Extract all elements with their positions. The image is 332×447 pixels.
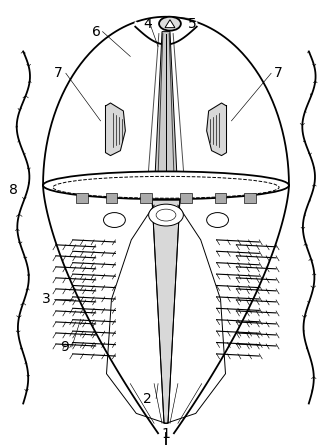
Text: 3: 3 [42, 292, 51, 306]
Bar [214, 193, 226, 203]
Text: 5: 5 [188, 17, 197, 31]
Bar [180, 193, 192, 203]
Bar [244, 193, 256, 203]
Polygon shape [155, 32, 177, 175]
Polygon shape [207, 103, 226, 156]
Bar [106, 193, 118, 203]
Text: 7: 7 [274, 66, 283, 80]
Text: 4: 4 [144, 17, 152, 31]
Polygon shape [43, 17, 289, 186]
Polygon shape [135, 22, 197, 50]
Text: 2: 2 [143, 392, 152, 405]
Bar [140, 193, 152, 203]
Text: 9: 9 [60, 340, 69, 354]
Text: 6: 6 [92, 25, 101, 38]
Text: 7: 7 [54, 66, 63, 80]
Ellipse shape [149, 204, 183, 226]
Ellipse shape [104, 213, 125, 228]
Text: 8: 8 [9, 183, 18, 197]
Ellipse shape [207, 213, 228, 228]
Text: 1: 1 [162, 427, 170, 441]
Polygon shape [152, 200, 180, 423]
Ellipse shape [43, 172, 289, 199]
Polygon shape [165, 20, 175, 28]
Bar [76, 193, 88, 203]
Ellipse shape [156, 209, 176, 221]
Polygon shape [43, 186, 289, 433]
Ellipse shape [159, 17, 181, 31]
Polygon shape [106, 103, 125, 156]
